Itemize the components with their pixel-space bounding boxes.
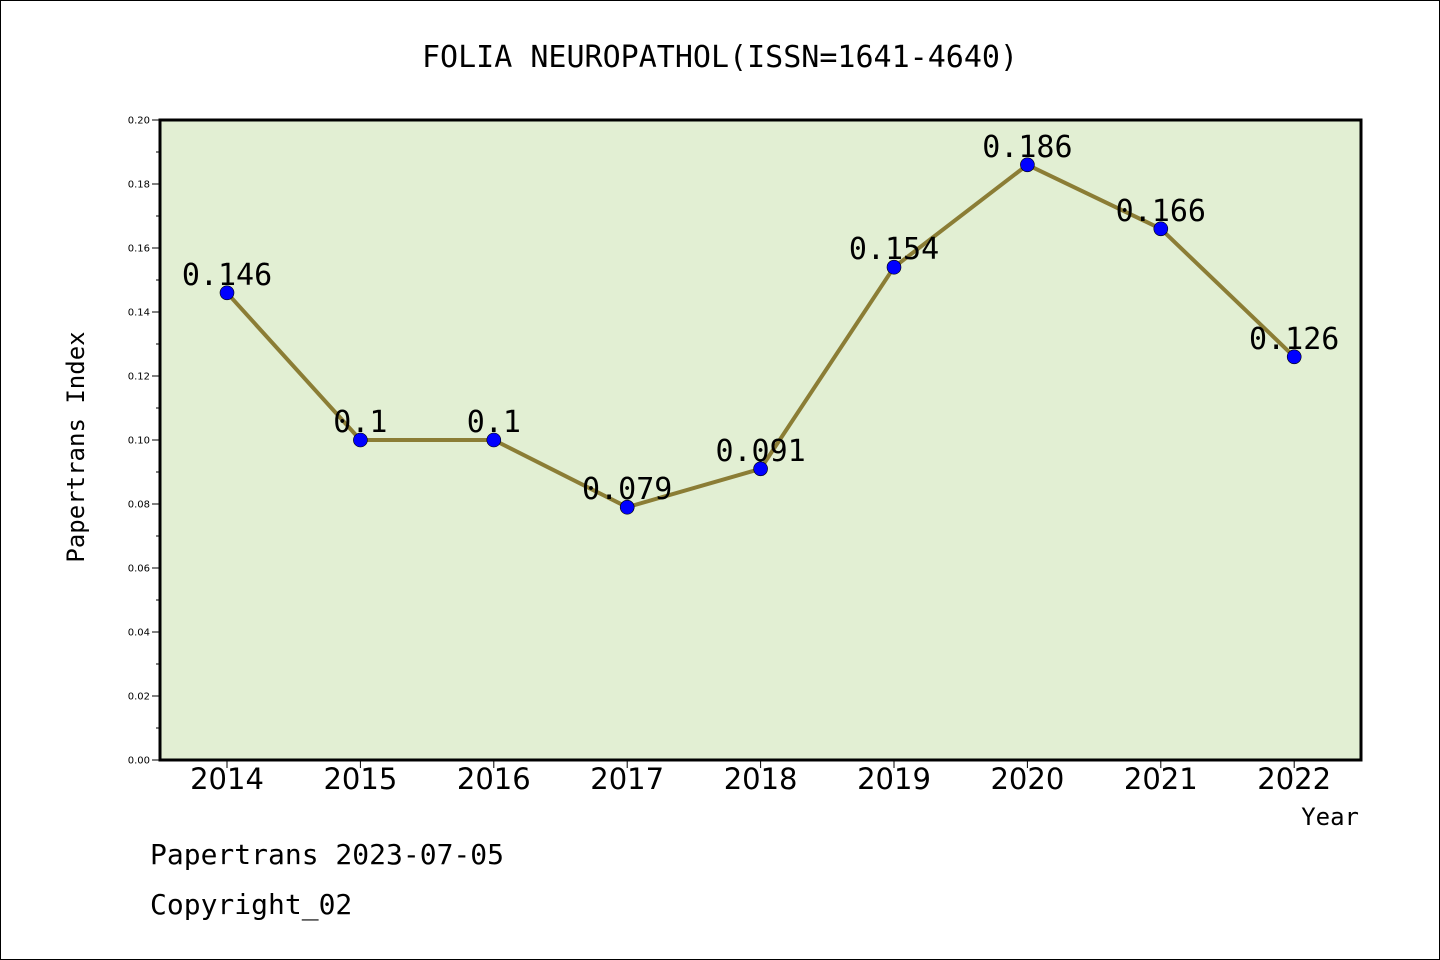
y-tick-label: 0.06: [128, 564, 150, 575]
x-tick-label: 2019: [857, 762, 931, 796]
y-tick-label: 0.18: [128, 180, 150, 191]
x-tick-label: 2022: [1257, 762, 1331, 796]
footer-copyright: Copyright_02: [150, 888, 352, 922]
data-point-marker: [753, 461, 768, 477]
y-tick-label: 0.16: [128, 244, 150, 255]
footer-date: Papertrans 2023-07-05: [150, 838, 504, 871]
y-tick-label: 0.00: [128, 756, 150, 767]
y-axis-label: Papertrans Index: [62, 331, 90, 562]
y-tick-label: 0.08: [128, 500, 150, 511]
data-label: 0.166: [1116, 194, 1206, 229]
y-tick-label: 0.12: [128, 372, 150, 383]
data-point-marker: [886, 259, 902, 275]
data-point-marker: [219, 285, 235, 301]
data-point-marker: [1286, 349, 1302, 365]
y-tick-label: 0.02: [128, 692, 150, 703]
x-tick-label: 2021: [1124, 762, 1198, 796]
y-tick-label: 0.04: [128, 628, 150, 639]
y-tick-label: 0.14: [128, 308, 150, 319]
data-label: 0.091: [715, 434, 805, 469]
data-label: 0.146: [182, 258, 272, 293]
y-tick-label: 0.10: [128, 436, 150, 447]
data-label: 0.079: [582, 472, 672, 507]
data-label: 0.186: [982, 130, 1072, 165]
x-tick-label: 2020: [990, 762, 1064, 796]
x-tick-label: 2018: [724, 762, 798, 796]
x-tick-label: 2014: [190, 762, 264, 796]
x-axis-label: Year: [1301, 803, 1359, 831]
data-point-marker: [353, 432, 368, 448]
data-point-marker: [486, 432, 502, 448]
data-label: 0.1: [467, 405, 521, 440]
data-label: 0.126: [1249, 322, 1339, 357]
chart-title: FOLIA NEUROPATHOL(ISSN=1641-4640): [422, 40, 1018, 75]
x-tick-label: 2016: [457, 762, 531, 796]
markers-layer: [219, 157, 1302, 515]
data-label: 0.1: [333, 405, 387, 440]
data-point-marker: [1020, 157, 1035, 173]
data-point-marker: [1153, 221, 1169, 237]
data-labels-layer: 0.146 0.1 0.1 0.079 0.091 0.154 0.186 0.166 0.12…: [182, 130, 1340, 507]
data-point-marker: [619, 499, 635, 515]
x-tick-label: 2015: [323, 762, 397, 796]
x-tick-label: 2017: [590, 762, 664, 796]
axis-ticks: 0.00 0.02 0.04 0.06 0.08 0.10 0.12 0.14 0.16 0.18…: [128, 116, 1331, 797]
y-tick-label: 0.20: [128, 116, 150, 127]
plot-border: [158, 118, 1363, 762]
data-label: 0.154: [849, 232, 939, 267]
